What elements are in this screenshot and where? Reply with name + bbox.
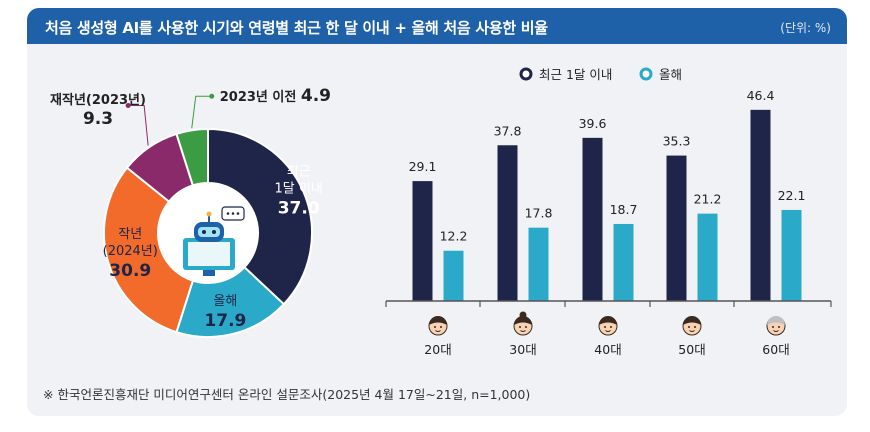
face-eye-right <box>778 326 780 328</box>
face-mouth <box>689 330 695 332</box>
face-icon-4 <box>766 316 786 336</box>
donut-slice-2 <box>103 166 195 334</box>
robot-antenna-tip <box>206 211 212 217</box>
leader-line-4 <box>191 95 212 129</box>
leader-line-3 <box>128 105 149 146</box>
donut-slice-0 <box>207 127 313 306</box>
bar-chart: 최근 1달 이내 올해 29.1 12.2 37.8 17.8 39.6 18.7 35.3 21… <box>385 67 832 357</box>
data-label-1-0: 12.2 <box>440 229 468 244</box>
slice-value-0: 37.0 <box>278 198 320 218</box>
face-bun <box>519 311 527 319</box>
face-eye-left <box>688 326 690 328</box>
slice-label-3-0: 재작년(2023년) <box>50 92 146 108</box>
data-label-1-1: 17.8 <box>525 206 553 221</box>
data-label-0-2: 39.6 <box>579 116 607 131</box>
face-icon-0 <box>428 316 448 336</box>
bar-1-0 <box>443 250 464 301</box>
chart-title: 처음 생성형 AI를 사용한 시기와 연령별 최근 한 달 이내 + 올해 처음… <box>45 19 548 37</box>
slice-label-4: 2023년 이전 4.9 <box>220 86 331 106</box>
bar-0-3 <box>666 155 687 301</box>
speech-dot-0 <box>226 212 230 215</box>
data-label-1-2: 18.7 <box>610 202 638 217</box>
data-label-1-4: 22.1 <box>778 188 806 203</box>
bar-0-0 <box>412 181 433 301</box>
face-hair <box>429 316 447 325</box>
speech-dot-1 <box>231 212 235 215</box>
robot-eye-right <box>212 230 216 234</box>
slice-label-1-0: 올해 <box>213 294 237 309</box>
face-icon-2 <box>598 316 618 336</box>
leader-dot-4 <box>209 93 215 99</box>
x-tick-label-1: 30대 <box>509 342 536 357</box>
face-icon-1 <box>513 311 533 336</box>
face-hair <box>683 316 701 325</box>
x-tick-label-3: 50대 <box>678 342 705 357</box>
x-tick-label-0: 20대 <box>424 342 451 357</box>
data-label-0-3: 35.3 <box>663 134 691 149</box>
bar-0-1 <box>497 145 518 301</box>
legend-marker-0 <box>519 67 533 81</box>
data-label-0-1: 37.8 <box>494 123 522 138</box>
face-mouth <box>435 330 441 332</box>
x-tick-label-2: 40대 <box>594 342 621 357</box>
face-eye-right <box>694 326 696 328</box>
face-mouth <box>520 330 526 332</box>
face-hair <box>514 316 532 325</box>
face-hair <box>767 316 785 325</box>
leader-dot-3 <box>125 103 131 109</box>
data-label-0-4: 46.4 <box>747 88 775 103</box>
bar-0-4 <box>750 109 771 301</box>
slice-value-4: 4.9 <box>301 86 331 106</box>
robot-icon <box>183 206 245 276</box>
face-eye-right <box>440 326 442 328</box>
slice-label-0-1: 1달 이내 <box>275 181 323 196</box>
slice-label-2-1: (2024년) <box>103 244 158 259</box>
face-hair <box>599 316 617 325</box>
bar-1-3 <box>697 213 718 301</box>
slice-label-2-0: 작년 <box>118 227 142 242</box>
donut-slice-4 <box>175 127 209 187</box>
bar-1-2 <box>613 223 634 301</box>
chart-header: 처음 생성형 AI를 사용한 시기와 연령별 최근 한 달 이내 + 올해 처음… <box>27 8 847 44</box>
face-eye-left <box>434 326 436 328</box>
face-eye-right <box>525 326 527 328</box>
slice-value-3: 9.3 <box>83 109 113 129</box>
monitor-stand-shape <box>203 270 215 276</box>
legend-label-0: 최근 1달 이내 <box>539 67 612 82</box>
face-mouth <box>773 330 779 332</box>
bar-1-4 <box>781 209 802 301</box>
face-eye-left <box>519 326 521 328</box>
face-eye-left <box>604 326 606 328</box>
robot-eye-left <box>202 230 206 234</box>
face-eye-right <box>610 326 612 328</box>
face-mouth <box>605 330 611 332</box>
slice-value-2: 30.9 <box>109 261 151 281</box>
legend-label-1: 올해 <box>659 67 682 82</box>
legend-marker-1 <box>639 67 653 81</box>
face-eye-left <box>772 326 774 328</box>
bar-0-2 <box>582 137 603 301</box>
x-tick-label-4: 60대 <box>762 342 789 357</box>
unit-label: (단위: %) <box>780 21 831 35</box>
data-label-1-3: 21.2 <box>694 192 722 207</box>
slice-label-0-0: 최근 <box>287 164 311 179</box>
speech-dot-2 <box>236 212 240 215</box>
bar-1-1 <box>528 227 549 301</box>
donut-chart: 최근 1달 이내 37.0 올해 17.9 작년 (2024년) 30.9 재작년(2023년)… <box>50 86 331 338</box>
face-icon-3 <box>682 316 702 336</box>
footnote: ※ 한국언론진흥재단 미디어연구센터 온라인 설문조사(2025년 4월 17일… <box>43 387 531 402</box>
robot-face-shape <box>198 227 220 237</box>
monitor-screen-shape <box>188 242 230 266</box>
data-label-0-0: 29.1 <box>409 159 437 174</box>
slice-value-1: 17.9 <box>204 311 246 331</box>
